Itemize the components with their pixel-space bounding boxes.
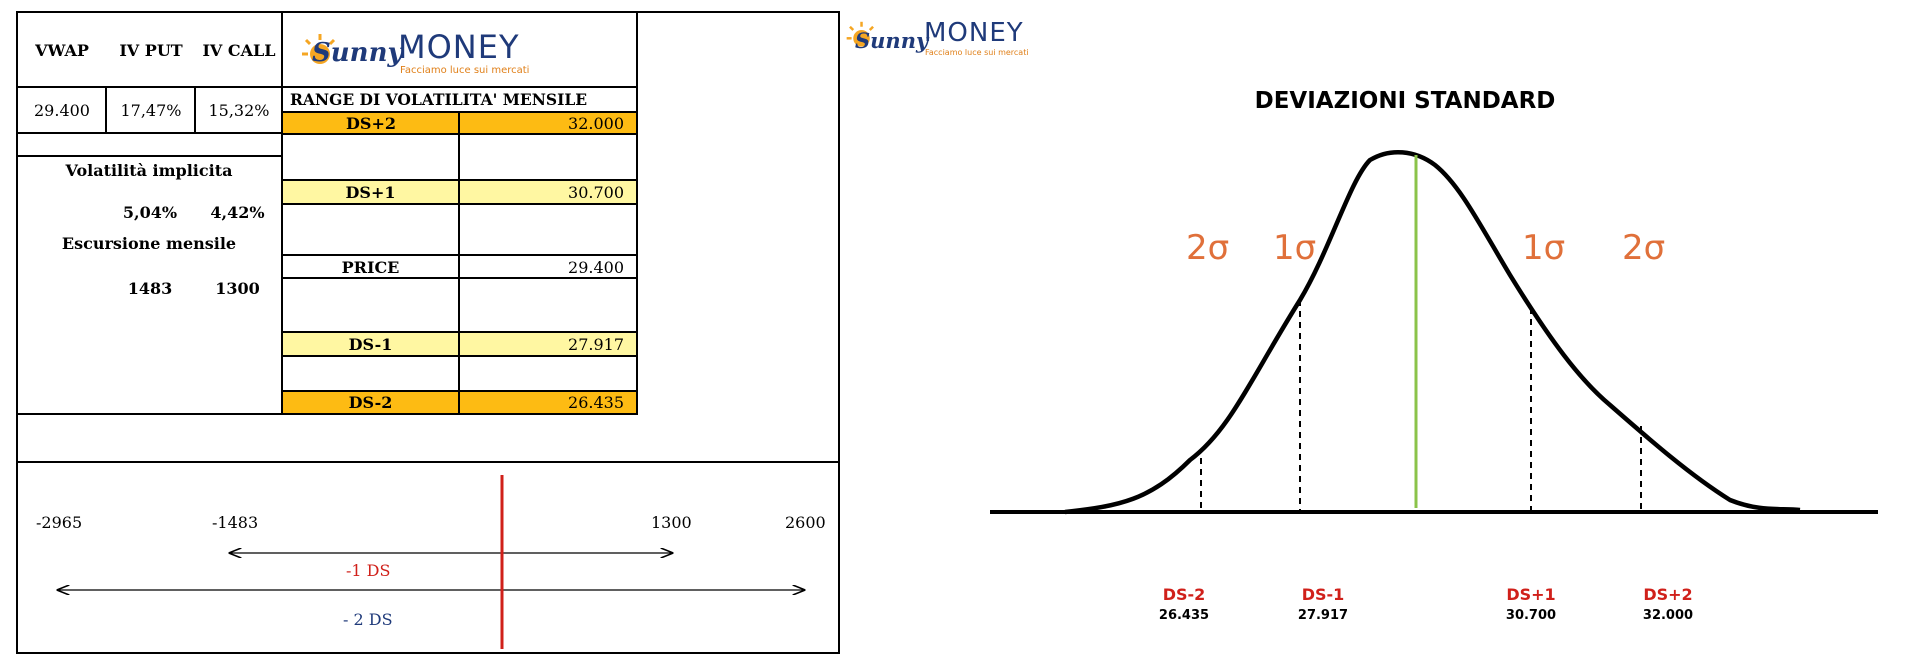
ds-value-plus-1: 30.700: [1505, 608, 1557, 623]
logo-tagline: Facciamo luce sui mercati: [400, 65, 530, 76]
two-ds-label: - 2 DS: [343, 610, 393, 629]
divider: [16, 413, 638, 415]
divider: [16, 461, 840, 463]
one-ds-label: -1 DS: [346, 561, 391, 580]
header-iv-call: IV CALL: [202, 40, 276, 60]
ds-value-plus-2: 32.000: [1642, 608, 1694, 623]
divider: [283, 331, 638, 333]
divider: [281, 11, 283, 415]
range-label-ds-minus-1: DS-1: [283, 333, 458, 355]
scale-label-minus-2965: -2965: [36, 513, 83, 532]
ds-label-plus-1: DS+1: [1506, 585, 1556, 604]
ds-label-plus-2: DS+2: [1643, 585, 1693, 604]
ds-label-minus-2: DS-2: [1162, 585, 1206, 604]
sigma-label-minus-1: 1σ: [1273, 228, 1317, 268]
divider: [283, 179, 638, 181]
divider: [281, 86, 638, 88]
esc-label: Escursione mensile: [61, 233, 237, 253]
header-iv-put: IV PUT: [119, 40, 183, 60]
bell-curve: [1064, 149, 1801, 515]
left-panel: [16, 11, 840, 654]
vol-value-call: 4,42%: [210, 202, 265, 222]
range-value-ds-plus-1: 30.700: [460, 181, 636, 203]
value-vwap: 29.400: [34, 100, 90, 120]
sigma-label-minus-2: 2σ: [1186, 228, 1230, 268]
value-iv-call: 15,32%: [208, 100, 270, 120]
divider: [283, 203, 638, 205]
range-value-ds-plus-2: 32.000: [460, 111, 636, 133]
range-label-ds-plus-2: DS+2: [283, 111, 459, 133]
divider: [283, 390, 638, 392]
divider: [283, 355, 638, 357]
scale-label-2600: 2600: [785, 513, 826, 532]
esc-value-put: 1483: [127, 278, 173, 298]
esc-value-call: 1300: [215, 278, 260, 298]
logo-brand-a: Sunny: [855, 28, 929, 53]
divider: [283, 254, 638, 256]
sunny-money-logo-right: Sunny MONEY Facciamo luce sui mercati: [845, 18, 1045, 62]
ds-label-minus-1: DS-1: [1301, 585, 1345, 604]
sun-icon: [302, 34, 336, 64]
sigma-label-plus-2: 2σ: [1622, 228, 1666, 268]
ds-scale-diagram: [16, 475, 840, 649]
sunny-money-logo: Sunny MONEY Facciamo luce sui mercati: [300, 24, 540, 76]
divider: [194, 86, 196, 132]
scale-label-minus-1483: -1483: [212, 513, 259, 532]
ds-value-minus-2: 26.435: [1158, 608, 1210, 623]
scale-label-1300: 1300: [651, 513, 692, 532]
divider: [636, 11, 638, 415]
logo-tagline: Facciamo luce sui mercati: [925, 48, 1029, 57]
range-value-ds-minus-1: 27.917: [460, 333, 636, 355]
range-label-price: PRICE: [341, 257, 400, 277]
value-iv-put: 17,47%: [120, 100, 182, 120]
vol-value-put: 5,04%: [122, 202, 178, 222]
header-vwap: VWAP: [35, 40, 89, 60]
curve-title: DEVIAZIONI STANDARD: [1254, 88, 1556, 114]
bell-curve-diagram: [990, 149, 1878, 515]
logo-brand-a: Sunny: [312, 38, 403, 68]
vol-label: Volatilità implicita: [65, 160, 233, 180]
range-label-ds-plus-1: DS+1: [283, 181, 458, 203]
sun-icon: [846, 21, 874, 47]
sigma-label-plus-1: 1σ: [1522, 228, 1566, 268]
range-value-price: 29.400: [568, 257, 624, 277]
ds-value-minus-1: 27.917: [1297, 608, 1349, 623]
divider: [16, 132, 283, 134]
divider: [458, 111, 460, 413]
divider: [283, 133, 638, 135]
logo-brand-b: MONEY: [924, 18, 1024, 48]
divider: [16, 155, 283, 157]
divider: [16, 86, 283, 88]
logo-brand-b: MONEY: [398, 28, 520, 66]
divider: [283, 277, 638, 279]
range-value-ds-minus-2: 26.435: [460, 392, 636, 413]
range-title: RANGE DI VOLATILITA' MENSILE: [290, 89, 588, 109]
range-label-ds-minus-2: DS-2: [283, 392, 458, 413]
divider: [105, 86, 107, 132]
